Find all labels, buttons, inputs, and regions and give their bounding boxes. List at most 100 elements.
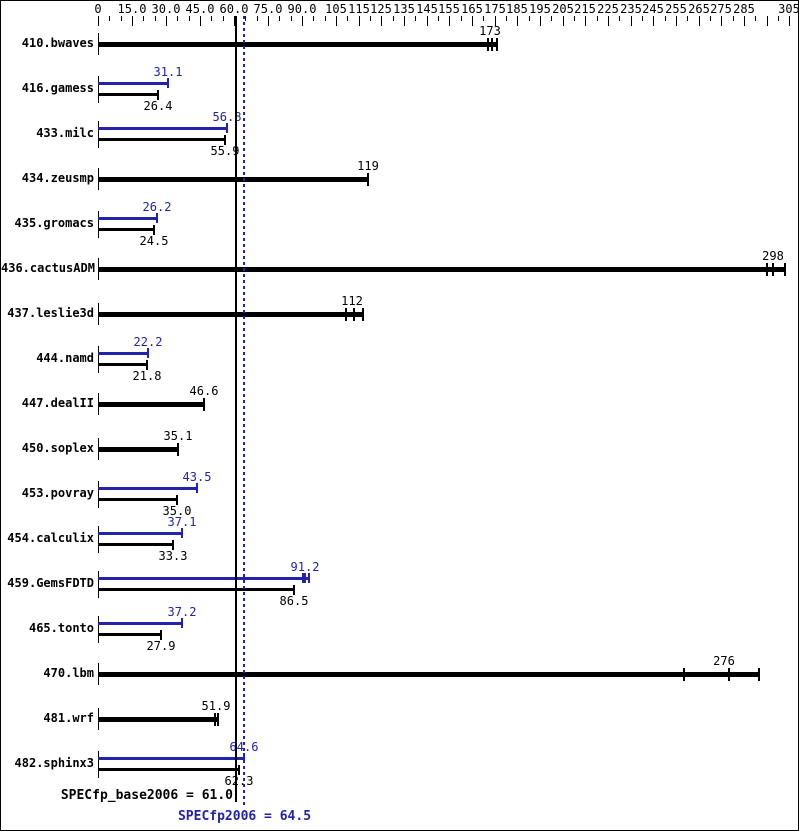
axis-tick (415, 16, 416, 21)
base-run-tick (176, 495, 178, 505)
base-value-label: 298 (762, 249, 784, 263)
peak-bar (98, 622, 182, 625)
axis-tick (359, 16, 360, 26)
base-run-tick (160, 630, 162, 640)
peak-value-label: 31.1 (153, 65, 183, 79)
row-axis-line (98, 121, 99, 148)
benchmark-label: 465.tonto (28, 621, 94, 635)
run-tick (177, 443, 179, 456)
axis-tick-label: 245 (642, 2, 664, 16)
benchmark-label: 436.cactusADM (1, 261, 95, 275)
peak-run-tick (181, 618, 183, 628)
axis-tick (211, 16, 212, 21)
axis-tick-label: 305 (778, 2, 799, 16)
base-value-label: 24.5 (139, 234, 169, 248)
row-axis-line (98, 616, 99, 643)
base-value-label: 21.8 (132, 369, 162, 383)
base-run-tick (157, 90, 159, 100)
base-value-label: 33.3 (158, 549, 188, 563)
benchmark-label: 437.leslie3d (7, 306, 94, 320)
base-value-label: 62.3 (224, 774, 254, 788)
base-bar (98, 42, 497, 47)
axis-tick (472, 16, 473, 26)
row-axis-line (98, 346, 99, 373)
benchmark-label: 444.namd (36, 351, 94, 365)
axis-tick-label: 225 (597, 2, 619, 16)
axis-tick (744, 16, 745, 26)
axis-tick (789, 16, 790, 26)
axis-tick (506, 16, 507, 21)
axis-tick-label: 175 (484, 2, 506, 16)
axis-tick-label: 45.0 (185, 2, 215, 16)
base-value-label: 35.1 (163, 429, 193, 443)
axis-tick (495, 16, 496, 26)
base-value-label: 35.0 (162, 504, 192, 518)
axis-tick (699, 16, 700, 26)
peak-value-label: 26.2 (142, 200, 172, 214)
run-tick (496, 38, 498, 51)
axis-tick-label: 255 (665, 2, 687, 16)
axis-tick (608, 16, 609, 26)
axis-tick (381, 16, 382, 26)
axis-tick-label: 30.0 (151, 2, 181, 16)
benchmark-label: 454.calculix (7, 531, 94, 545)
benchmark-label: 482.sphinx3 (14, 756, 94, 770)
axis-tick-label: 125 (370, 2, 392, 16)
base-value-label: 27.9 (146, 639, 176, 653)
axis-tick (336, 16, 337, 26)
axis-tick-label: 105 (325, 2, 347, 16)
peak-bar (98, 577, 309, 580)
base-bar (98, 672, 759, 677)
axis-tick (619, 16, 620, 21)
base-bar (98, 543, 173, 546)
axis-tick (166, 16, 167, 26)
run-tick (345, 308, 347, 321)
axis-tick (121, 16, 122, 21)
base-bar (98, 633, 161, 636)
benchmark-label: 453.povray (21, 486, 94, 500)
base-bar (98, 228, 154, 231)
base-value-label: 46.6 (189, 384, 219, 398)
benchmark-label: 459.GemsFDTD (7, 576, 94, 590)
run-tick (214, 713, 216, 726)
run-tick (353, 308, 355, 321)
run-tick (362, 308, 364, 321)
axis-tick (438, 16, 439, 21)
row-axis-line (98, 571, 99, 598)
base-mean-line (235, 16, 237, 802)
benchmark-label: 481.wrf (43, 711, 94, 725)
axis-tick (132, 16, 133, 26)
peak-run-tick (167, 78, 169, 88)
benchmark-label: 450.soplex (21, 441, 94, 455)
axis-tick (563, 16, 564, 26)
axis-tick (393, 16, 394, 21)
base-value-label: 26.4 (143, 99, 173, 113)
axis-tick (449, 16, 450, 26)
peak-run-tick (302, 573, 304, 583)
axis-tick (404, 16, 405, 26)
base-bar (98, 717, 218, 722)
axis-tick (370, 16, 371, 21)
axis-tick (733, 16, 734, 21)
axis-tick (529, 16, 530, 21)
benchmark-label: 447.dealII (21, 396, 94, 410)
base-bar (98, 402, 204, 407)
peak-run-tick (147, 348, 149, 358)
base-bar (98, 138, 225, 141)
run-tick (217, 713, 219, 726)
peak-value-label: 91.2 (290, 560, 320, 574)
axis-tick-label: 235 (620, 2, 642, 16)
axis-tick (347, 16, 348, 21)
axis-tick (200, 16, 201, 26)
peak-bar (98, 217, 157, 220)
axis-tick-label: 75.0 (253, 2, 283, 16)
base-value-label: 112 (341, 294, 363, 308)
base-value-label: 86.5 (279, 594, 309, 608)
axis-tick (313, 16, 314, 21)
row-axis-line (98, 481, 99, 508)
peak-run-tick (196, 483, 198, 493)
axis-tick-label: 0 (94, 2, 102, 16)
axis-tick (551, 16, 552, 21)
axis-tick (540, 16, 541, 26)
